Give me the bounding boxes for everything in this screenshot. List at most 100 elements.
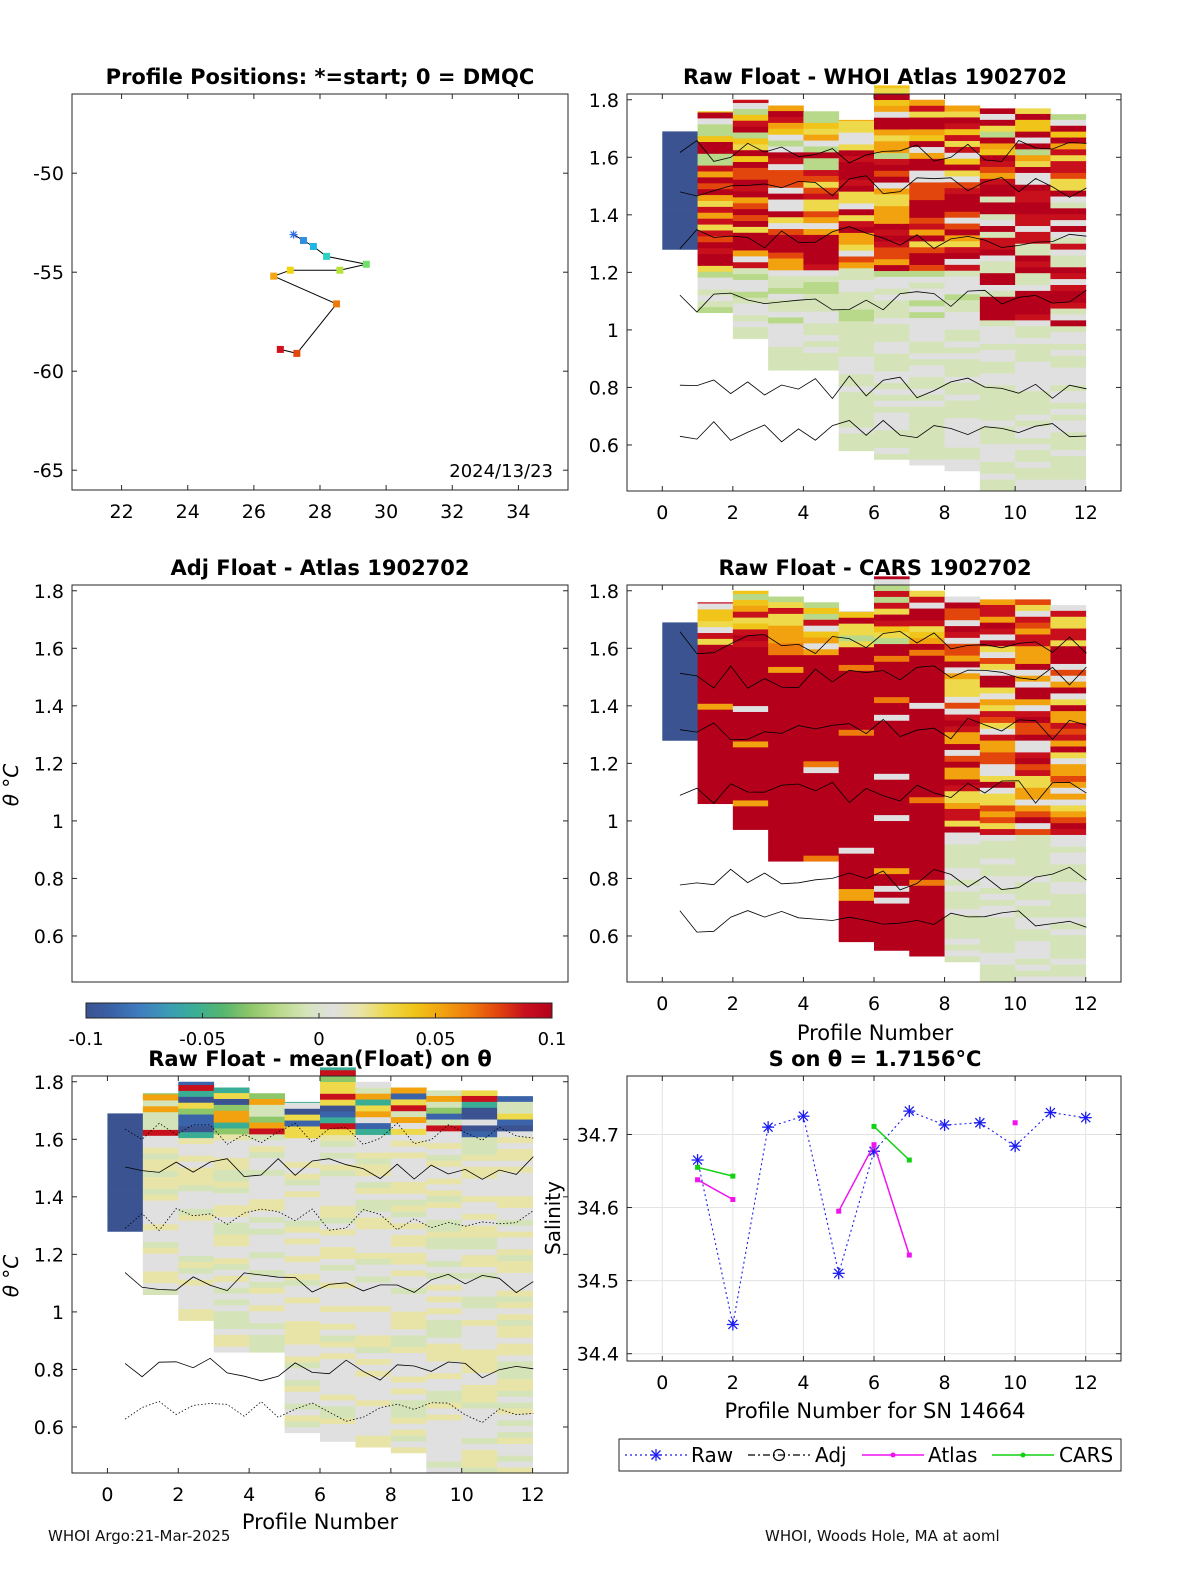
heatmap-cell — [838, 409, 875, 416]
heatmap-cell — [944, 388, 981, 395]
heatmap-cell — [320, 1293, 356, 1301]
heatmap-cell — [320, 1087, 356, 1094]
heatmap-cell — [874, 134, 910, 142]
heatmap-cell — [944, 411, 981, 419]
heatmap-cell — [979, 769, 1016, 776]
heatmap-cell — [1050, 970, 1087, 977]
heatmap-cell — [909, 844, 945, 851]
heatmap-cell — [355, 1140, 392, 1147]
heatmap-cell — [697, 212, 734, 219]
heatmap-cell — [426, 1414, 463, 1421]
heatmap-cell — [732, 126, 769, 133]
heatmap-cell — [732, 279, 769, 286]
heatmap-cell — [1050, 355, 1087, 362]
heatmap-cell — [979, 923, 1016, 930]
heatmap-cell — [909, 187, 945, 195]
heatmap-cell — [838, 273, 875, 281]
heatmap-cell — [732, 652, 769, 659]
heatmap-cell — [909, 152, 945, 159]
heatmap-cell — [944, 832, 981, 839]
heatmap-cell — [213, 1204, 250, 1212]
salinity-xlabel: Profile Number for SN 14664 — [724, 1399, 1025, 1423]
heatmap-cell — [803, 157, 840, 165]
heatmap-cell — [284, 1196, 321, 1204]
heatmap-cell — [874, 708, 910, 715]
heatmap-cell — [284, 1332, 321, 1339]
heatmap-cell — [874, 306, 910, 313]
heatmap-cell — [497, 1349, 533, 1356]
atlas-point — [836, 1208, 842, 1214]
heatmap-cell — [803, 246, 840, 253]
x-tick-label: 30 — [374, 501, 398, 523]
contour-line — [679, 780, 1087, 804]
heatmap-cell — [979, 775, 1016, 782]
heatmap-cell — [944, 666, 981, 674]
heatmap-cell — [284, 1238, 321, 1245]
heatmap-cell — [803, 193, 840, 200]
heatmap-cell — [874, 217, 910, 224]
heatmap-cell — [732, 699, 769, 707]
heatmap-cell — [1015, 852, 1051, 859]
heatmap-cell — [1015, 308, 1051, 315]
heatmap-cell — [249, 1257, 285, 1265]
heatmap-cell — [1015, 485, 1051, 492]
heatmap-cell — [1015, 219, 1051, 227]
heatmap-cell — [979, 893, 1016, 900]
heatmap-cell — [355, 1293, 392, 1301]
y-tick-label: 1.2 — [589, 753, 619, 775]
heatmap-cell — [461, 1231, 498, 1238]
heatmap-cell — [732, 817, 769, 825]
heatmap-cell — [909, 400, 945, 407]
heatmap-cell — [909, 317, 945, 324]
heatmap-cell — [874, 643, 910, 650]
heatmap-cell — [320, 1240, 356, 1248]
heatmap-cell — [838, 829, 875, 836]
heatmap-cell — [909, 128, 945, 136]
heatmap-cell — [874, 353, 910, 360]
heatmap-cell — [426, 1301, 463, 1309]
heatmap-cell — [909, 235, 945, 242]
heatmap-cell — [944, 246, 981, 254]
heatmap-cell — [874, 400, 910, 407]
heatmap-cell — [979, 213, 1016, 221]
heatmap-cell — [874, 129, 910, 136]
x-tick-label: 34 — [506, 501, 530, 523]
heatmap-cell — [697, 165, 734, 172]
heatmap-cell — [838, 297, 875, 304]
heatmap-cell — [1050, 923, 1087, 930]
heatmap-cell — [909, 720, 945, 727]
heatmap-cell — [979, 869, 1016, 877]
heatmap-cell — [213, 1187, 250, 1194]
heatmap-cell — [979, 420, 1016, 427]
raw-series-line — [697, 1110, 1086, 1325]
heatmap-cell — [838, 161, 875, 169]
cars-point — [906, 1157, 912, 1163]
heatmap-cell — [909, 299, 945, 307]
heatmap-cell — [1050, 473, 1087, 480]
heatmap-cell — [320, 1111, 356, 1118]
heatmap-cell — [390, 1305, 427, 1312]
heatmap-cell — [803, 607, 840, 614]
heatmap-cell — [107, 1166, 144, 1173]
heatmap-cell — [662, 722, 698, 729]
heatmap-cell — [732, 261, 769, 269]
heatmap-cell — [1015, 781, 1051, 788]
heatmap-cell — [1015, 331, 1051, 339]
x-tick-label: 0 — [656, 1372, 668, 1394]
heatmap-cell — [732, 676, 769, 683]
heatmap-cell — [732, 143, 769, 151]
heatmap-cell — [355, 1264, 392, 1271]
heatmap-cell — [803, 772, 840, 780]
heatmap-cell — [249, 1234, 285, 1241]
heatmap-cell — [249, 1263, 285, 1271]
heatmap-cell — [390, 1099, 427, 1106]
heatmap-cell — [979, 675, 1016, 682]
heatmap-cell — [979, 728, 1016, 735]
heatmap-cell — [320, 1288, 356, 1295]
heatmap-cell — [249, 1293, 285, 1300]
heatmap-cell — [426, 1136, 463, 1144]
heatmap-cell — [497, 1207, 533, 1214]
heatmap-cell — [697, 785, 734, 793]
heatmap-cell — [142, 1288, 179, 1296]
heatmap-cell — [355, 1388, 392, 1395]
